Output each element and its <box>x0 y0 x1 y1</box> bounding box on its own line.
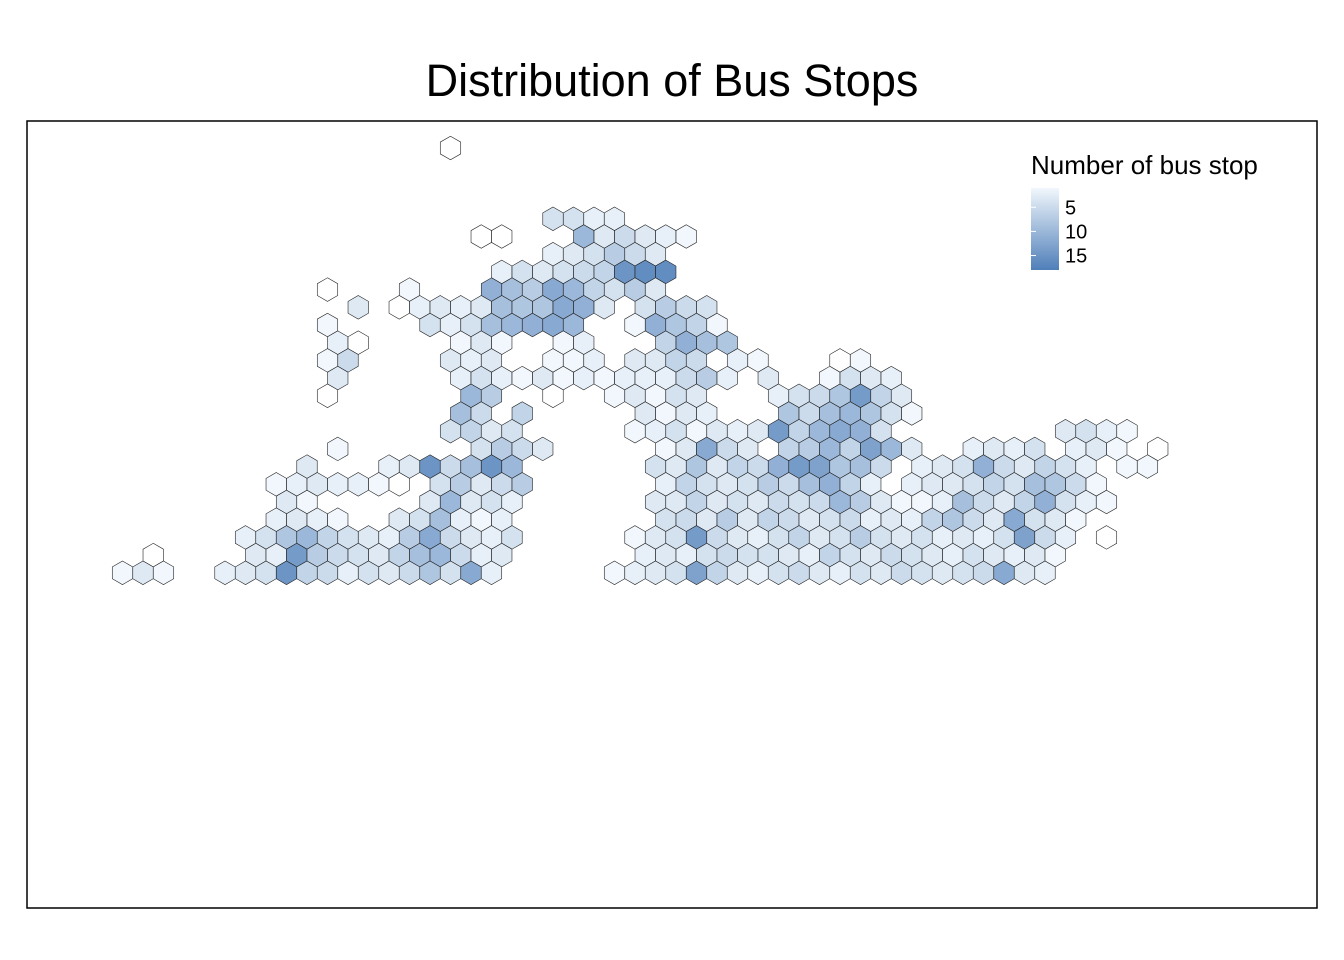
legend-ticks: 510 15 <box>1031 197 1087 268</box>
hex-cell <box>327 472 349 497</box>
legend-tick-label: 15 <box>1065 246 1087 268</box>
hex-layer <box>111 135 1169 585</box>
chart-title: Distribution of Bus Stops <box>425 55 919 106</box>
hex-cell <box>439 135 462 161</box>
map-frame-border <box>26 120 1318 909</box>
hex-cell <box>491 224 513 249</box>
legend-tick-label: 10 <box>1065 221 1087 243</box>
legend-tick-label: 5 <box>1065 197 1076 219</box>
hex-cell <box>542 206 564 231</box>
hex-cell <box>901 401 923 426</box>
hex-cell <box>542 383 564 408</box>
legend: Number of bus stop 510 15 <box>1031 150 1258 270</box>
hex-cell <box>593 295 615 320</box>
hex-cell <box>1095 489 1118 515</box>
hex-cell <box>511 365 533 391</box>
hex-cell <box>152 560 175 585</box>
hex-cell <box>347 472 369 497</box>
hex-cell <box>347 295 369 320</box>
legend-title: Number of bus stop <box>1031 150 1258 180</box>
hex-cell <box>1095 525 1118 550</box>
legend-color-bar <box>1031 188 1059 270</box>
hex-cell <box>214 560 236 585</box>
hex-cell <box>532 436 554 462</box>
hex-cell <box>1034 560 1056 585</box>
hex-cell <box>1136 454 1159 479</box>
hex-cell <box>716 365 738 391</box>
hex-cell <box>470 224 492 249</box>
hex-cell <box>388 472 410 497</box>
hex-cell <box>316 383 339 408</box>
hex-cell <box>327 436 349 462</box>
hex-cell <box>111 560 134 585</box>
hex-cell <box>480 560 503 585</box>
hex-cell <box>603 560 626 585</box>
hex-cell <box>675 224 697 249</box>
hex-cell <box>316 277 339 302</box>
